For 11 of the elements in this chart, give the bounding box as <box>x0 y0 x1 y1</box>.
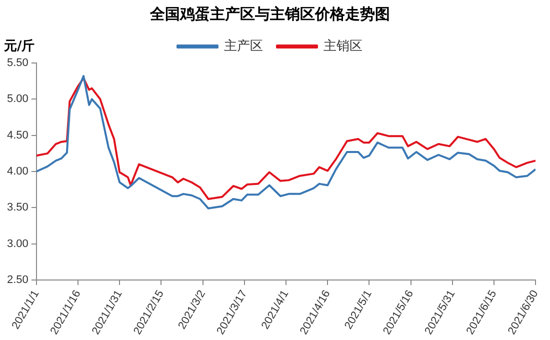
y-tick-label: 5.00 <box>6 93 28 106</box>
y-tick-label: 3.00 <box>6 238 28 250</box>
legend-label: 主产区 <box>224 38 263 54</box>
y-tick-label: 4.00 <box>6 166 28 178</box>
y-tick-label: 3.50 <box>6 202 28 214</box>
y-tick-label: 5.50 <box>6 57 28 70</box>
chart-title: 全国鸡蛋主产区与主销区价格走势图 <box>149 4 390 23</box>
legend-label: 主销区 <box>324 38 362 54</box>
y-tick-label: 4.50 <box>6 129 28 142</box>
y-axis-title: 元/斤 <box>3 38 35 54</box>
y-tick-label: 2.50 <box>6 274 28 286</box>
